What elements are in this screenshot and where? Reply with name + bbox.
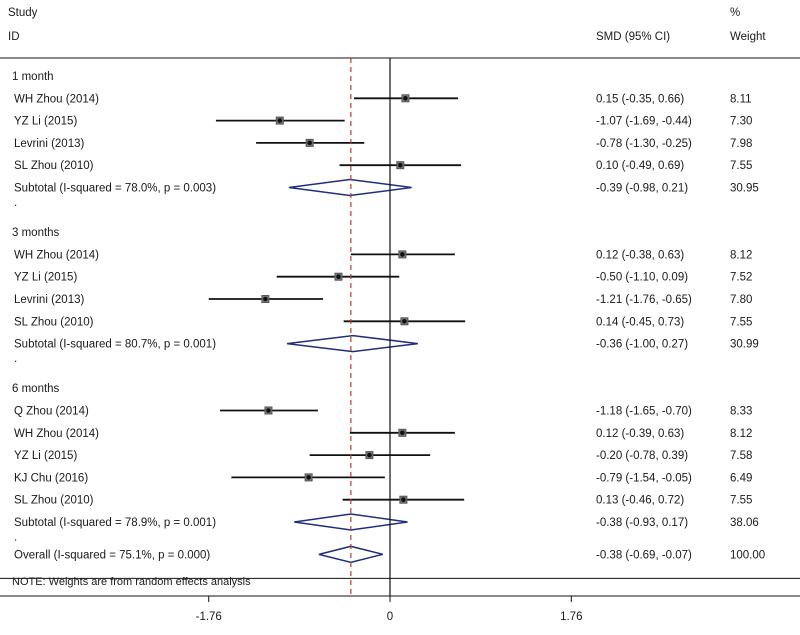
header: Study ID SMD (95% CI) % Weight — [8, 7, 766, 43]
subtotal-label: Subtotal (I-squared = 78.0%, p = 0.003) — [14, 183, 216, 195]
ci-value: 0.15 (-0.35, 0.66) — [596, 93, 684, 105]
ci-value: -0.78 (-1.30, -0.25) — [596, 138, 692, 150]
weight-value: 7.30 — [730, 116, 752, 128]
header-study: Study — [8, 7, 38, 19]
point-estimate — [398, 162, 403, 168]
weight-value: 7.52 — [730, 272, 752, 284]
separator-dot: . — [14, 531, 17, 543]
subtotal-weight-value: 30.95 — [730, 183, 759, 195]
weight-value: 8.12 — [730, 428, 752, 440]
subtotal-label: Subtotal (I-squared = 80.7%, p = 0.001) — [14, 339, 216, 351]
study-label: WH Zhou (2014) — [14, 93, 99, 105]
weight-value: 7.55 — [730, 495, 752, 507]
header-smd: SMD (95% CI) — [596, 31, 670, 43]
point-estimate — [277, 118, 283, 123]
group-label: 3 months — [12, 227, 60, 239]
ci-value: -0.50 (-1.10, 0.09) — [596, 272, 688, 284]
subtotal-diamond — [294, 513, 408, 531]
x-tick-label: -1.76 — [196, 611, 222, 623]
point-estimate — [400, 252, 405, 257]
x-tick-label: 0 — [387, 611, 393, 623]
separator-dot: . — [14, 353, 17, 365]
weight-value: 8.33 — [730, 406, 752, 418]
subtotal-label: Subtotal (I-squared = 78.9%, p = 0.001) — [14, 517, 216, 529]
x-tick-label: 1.76 — [560, 611, 582, 623]
ci-value: -1.18 (-1.65, -0.70) — [596, 406, 692, 418]
subtotal-diamond — [288, 178, 412, 197]
group-label: 6 months — [12, 383, 60, 395]
subtotal-ci-value: -0.39 (-0.98, 0.21) — [596, 183, 688, 195]
ci-value: -1.07 (-1.69, -0.44) — [596, 116, 692, 128]
weight-value: 6.49 — [730, 472, 752, 484]
point-estimate — [266, 408, 271, 413]
header-weight: Weight — [730, 31, 766, 43]
ci-value: 0.13 (-0.46, 0.72) — [596, 495, 684, 507]
overall-diamond — [318, 545, 383, 564]
study-label: Q Zhou (2014) — [14, 406, 89, 418]
study-label: WH Zhou (2014) — [14, 249, 99, 261]
weight-value: 7.80 — [730, 294, 752, 306]
point-estimate — [400, 430, 405, 436]
ci-value: -0.79 (-1.54, -0.05) — [596, 472, 692, 484]
weight-value: 8.12 — [730, 249, 752, 261]
weight-value: 8.11 — [730, 93, 752, 105]
subtotal-weight-value: 38.06 — [730, 517, 759, 529]
weight-value: 7.98 — [730, 138, 752, 150]
point-estimate — [336, 274, 341, 280]
study-label: YZ Li (2015) — [14, 450, 77, 462]
overall-weight-value: 100.00 — [730, 549, 765, 561]
study-label: SL Zhou (2010) — [14, 495, 94, 507]
header-id: ID — [8, 31, 20, 43]
point-estimate — [307, 140, 312, 146]
study-label: SL Zhou (2010) — [14, 160, 94, 172]
point-estimate — [263, 296, 268, 302]
separator-dot: . — [14, 197, 17, 209]
subtotal-diamond — [286, 334, 418, 353]
subtotal-weight-value: 30.99 — [730, 339, 759, 351]
study-label: YZ Li (2015) — [14, 116, 77, 128]
subtotal-ci-value: -0.36 (-1.00, 0.27) — [596, 339, 688, 351]
study-label: KJ Chu (2016) — [14, 472, 88, 484]
overall-ci-value: -0.38 (-0.69, -0.07) — [596, 549, 692, 561]
ci-value: -1.21 (-1.76, -0.65) — [596, 294, 692, 306]
weight-value: 7.55 — [730, 160, 752, 172]
ci-value: -0.20 (-0.78, 0.39) — [596, 450, 688, 462]
study-label: SL Zhou (2010) — [14, 316, 94, 328]
ci-value: 0.14 (-0.45, 0.73) — [596, 316, 684, 328]
study-label: YZ Li (2015) — [14, 272, 77, 284]
point-estimate — [402, 319, 407, 324]
study-label: Levrini (2013) — [14, 138, 84, 150]
point-estimate — [367, 452, 372, 458]
point-estimate — [403, 96, 408, 101]
note-text: NOTE: Weights are from random effects an… — [12, 576, 251, 588]
weight-value: 7.55 — [730, 316, 752, 328]
ci-value: 0.12 (-0.39, 0.63) — [596, 428, 684, 440]
study-label: WH Zhou (2014) — [14, 428, 99, 440]
ci-value: 0.12 (-0.38, 0.63) — [596, 249, 684, 261]
overall-label: Overall (I-squared = 75.1%, p = 0.000) — [14, 549, 210, 561]
group-label: 1 month — [12, 71, 54, 83]
study-label: Levrini (2013) — [14, 294, 84, 306]
weight-value: 7.58 — [730, 450, 752, 462]
point-estimate — [401, 497, 406, 503]
plot-area: 1 month WH Zhou (2014) 0.15 (-0.35, 0.66) 8… — [0, 58, 800, 623]
point-estimate — [306, 475, 311, 480]
header-percent: % — [730, 7, 740, 19]
subtotal-ci-value: -0.38 (-0.93, 0.17) — [596, 517, 688, 529]
ci-value: 0.10 (-0.49, 0.69) — [596, 160, 684, 172]
